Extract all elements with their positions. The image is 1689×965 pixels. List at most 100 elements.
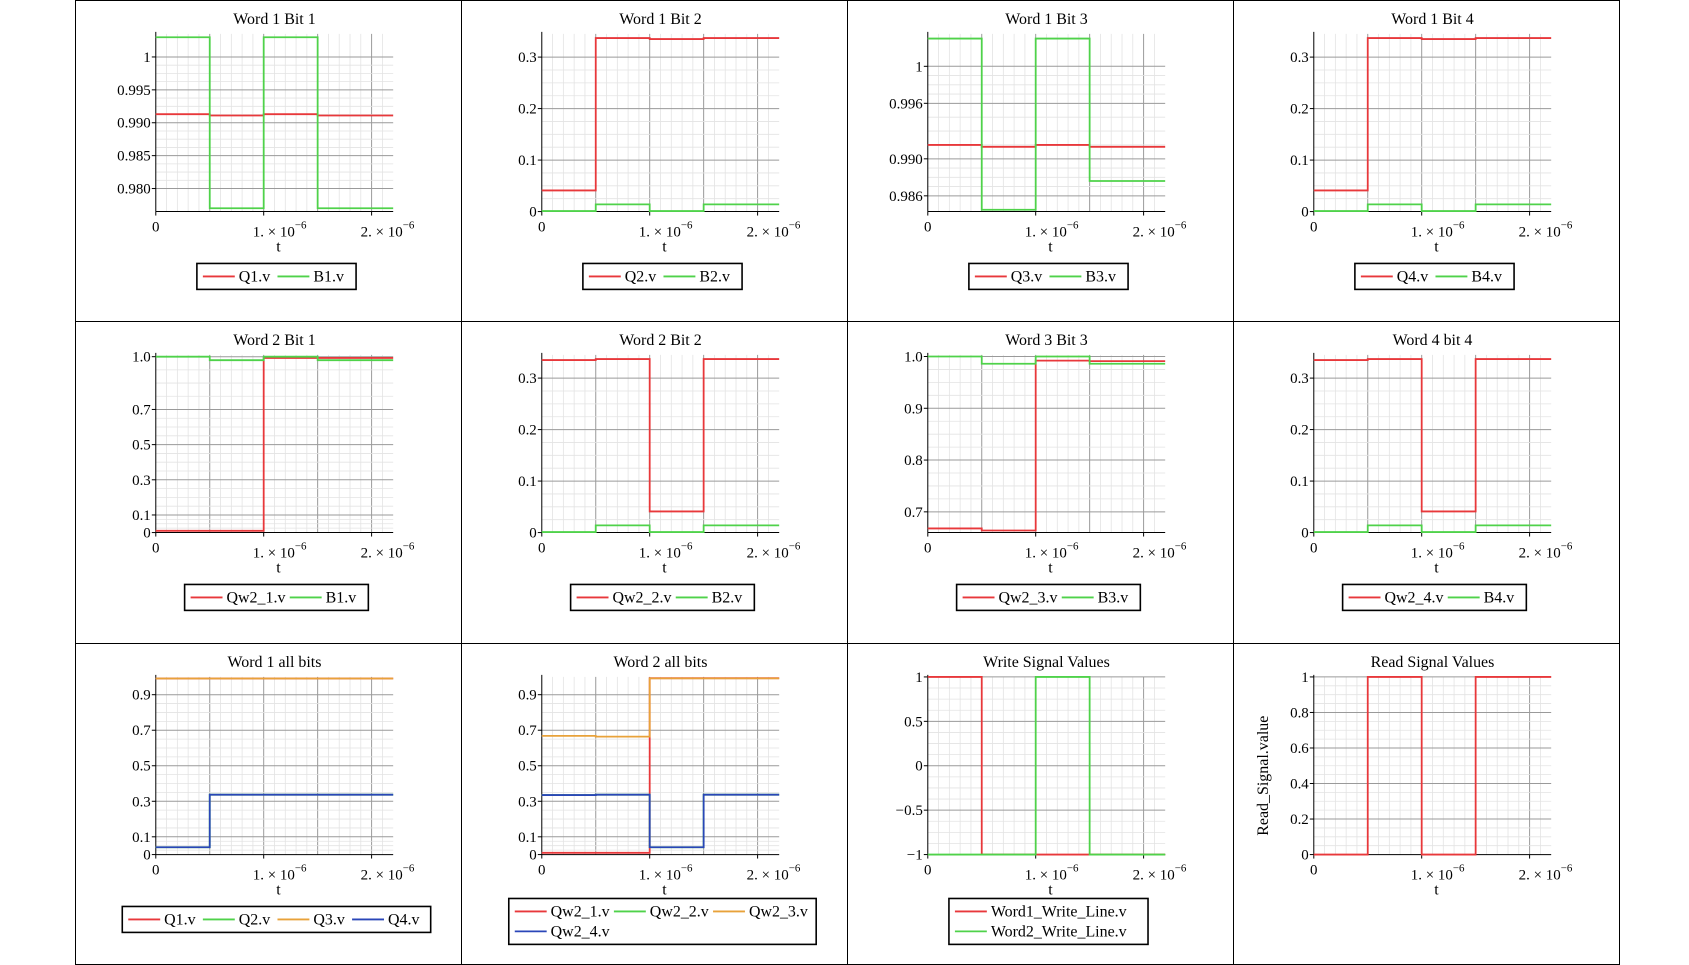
x-tick-exponent: −6: [1067, 541, 1079, 553]
x-tick-mantissa: 2. × 10: [1519, 225, 1561, 241]
x-axis-label: t: [1048, 238, 1053, 255]
y-tick-label: 0.7: [132, 723, 151, 739]
x-tick-exponent: −6: [295, 541, 307, 553]
y-tick-label: 0.1: [1290, 474, 1309, 490]
y-tick-label: 0.2: [1290, 423, 1309, 439]
x-tick-mantissa: 1. × 10: [639, 867, 681, 883]
legend-label: Qw2_2.v: [650, 903, 709, 920]
y-tick-label: 0.3: [132, 794, 151, 810]
x-tick-exponent: −6: [295, 220, 307, 232]
x-axis-label: t: [276, 881, 281, 898]
legend-label: B3.v: [1085, 268, 1116, 285]
legend-label: Qw2_3.v: [999, 590, 1058, 607]
x-axis-label: t: [662, 560, 667, 577]
x-tick-exponent: −6: [1561, 541, 1573, 553]
x-tick-mantissa: 2. × 10: [1133, 867, 1175, 883]
chart-title: Read Signal Values: [1371, 654, 1495, 671]
chart-title: Write Signal Values: [983, 654, 1110, 671]
gridlines: [1313, 676, 1552, 855]
series-line-q4-v: [1313, 37, 1552, 192]
y-tick-label: 1: [915, 670, 922, 686]
y-tick-label: 0.986: [889, 189, 923, 205]
gridlines: [155, 355, 394, 533]
gridlines: [541, 355, 780, 533]
x-tick-mantissa: 1. × 10: [1411, 546, 1453, 562]
plot-cell: Word 1 all bits 0 0.1 0.3 0.5 0.7 0.9 0 1. × 10−…: [75, 642, 461, 964]
legend-label: B1.v: [313, 268, 344, 285]
x-tick-label: 2. × 10−6: [361, 541, 415, 562]
x-tick-mantissa: 2. × 10: [747, 546, 789, 562]
series-line-b3-v: [927, 37, 1166, 211]
x-tick-exponent: −6: [403, 862, 415, 874]
x-tick-label: 0: [924, 862, 931, 878]
y-tick-label: 0.1: [132, 829, 151, 845]
gridlines: [541, 33, 780, 212]
x-tick-mantissa: 2. × 10: [1133, 546, 1175, 562]
x-tick-label: 1. × 10−6: [1411, 541, 1465, 562]
legend-label: Word1_Write_Line.v: [991, 903, 1127, 920]
y-tick-label: 0.985: [117, 149, 151, 165]
x-tick-exponent: −6: [1453, 862, 1465, 874]
gridlines: [1313, 355, 1552, 533]
y-tick-label: 0.5: [518, 758, 537, 774]
y-tick-label: 0: [143, 847, 150, 863]
x-tick-label: 0: [1310, 862, 1317, 878]
y-tick-label: 0.9: [132, 687, 151, 703]
x-tick-label: 0: [538, 220, 545, 236]
y-tick-label: 0.2: [1290, 812, 1309, 828]
legend-label: Q2.v: [625, 268, 656, 285]
chart-write-signal-values: Write Signal Values−1−0.500.510 1. × 10−6…: [896, 654, 1187, 945]
x-tick-label: 0: [152, 220, 159, 236]
chart-title: Word 2 Bit 2: [619, 332, 701, 349]
x-tick-exponent: −6: [1561, 862, 1573, 874]
series-line-q2-v: [541, 37, 780, 192]
legend: Qw2_2.v B2.v: [569, 583, 756, 612]
y-tick-label: −1: [907, 847, 923, 863]
gridlines: [155, 33, 394, 212]
legend-box: [507, 897, 817, 945]
legend-label: B2.v: [712, 590, 743, 607]
x-tick-label: 0: [924, 541, 931, 557]
x-tick-mantissa: 2. × 10: [361, 225, 403, 241]
y-tick-label: 0: [915, 758, 922, 774]
x-tick-mantissa: 2. × 10: [1133, 225, 1175, 241]
series-line-qw2-1-v: [155, 357, 394, 533]
chart-title: Word 2 all bits: [614, 654, 708, 671]
y-tick-label: 0.1: [518, 829, 537, 845]
series-line-read-signal: [1313, 675, 1552, 856]
legend: Qw2_3.v B3.v: [955, 583, 1142, 612]
x-tick-mantissa: 1. × 10: [1025, 225, 1067, 241]
legend: Qw2_1.v B1.v: [183, 583, 370, 612]
plot-cell: Word 1 Bit 2 0 0.1 0.2 0.3 0 1. × 10−6 2. × 10−…: [461, 0, 847, 322]
plot-cell: Word 3 Bit 3 0.7 0.8 0.9 1.0 0 1. × 10−6 2. × 1…: [847, 321, 1233, 643]
y-tick-label: 1: [915, 59, 922, 75]
x-tick-label: 2. × 10−6: [1133, 220, 1187, 241]
legend: Q1.v Q2.v Q3.v Q4.v: [121, 905, 432, 933]
series-line-qw2-4-v: [541, 793, 780, 848]
y-tick-label: 0.996: [889, 96, 923, 112]
x-tick-exponent: −6: [403, 541, 415, 553]
x-axis-label: t: [1048, 881, 1053, 898]
y-tick-label: 0.7: [132, 403, 151, 419]
chart-title: Word 4 bit 4: [1393, 332, 1473, 349]
x-tick-label: 1. × 10−6: [253, 220, 307, 241]
x-tick-mantissa: 2. × 10: [361, 867, 403, 883]
y-tick-label: 0.980: [117, 182, 151, 198]
chart-title: Word 1 all bits: [228, 654, 322, 671]
x-tick-mantissa: 1. × 10: [639, 225, 681, 241]
legend-box: [955, 583, 1142, 612]
y-tick-label: 0.9: [904, 402, 923, 418]
x-axis-label: t: [662, 881, 667, 898]
chart-title: Word 3 Bit 3: [1005, 332, 1087, 349]
series-line-word2-write-line-v: [927, 675, 1166, 856]
y-tick-label: 0: [529, 526, 536, 542]
x-tick-label: 0: [1310, 541, 1317, 557]
x-tick-exponent: −6: [681, 541, 693, 553]
series-line-b2-v: [541, 203, 780, 212]
legend-label: B1.v: [326, 590, 357, 607]
x-tick-label: 2. × 10−6: [747, 541, 801, 562]
x-tick-mantissa: 1. × 10: [1025, 867, 1067, 883]
plot-cell: Word 2 all bits 0 0.1 0.3 0.5 0.7 0.9 0 1. × 10−…: [461, 642, 847, 964]
gridlines: [927, 676, 1166, 855]
